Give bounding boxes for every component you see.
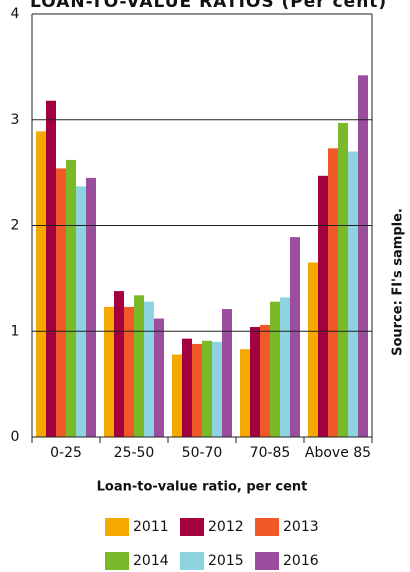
y-tick-label: 2 [11, 218, 20, 234]
x-tick-label: 50-70 [182, 445, 223, 461]
bar [154, 318, 164, 437]
bar [202, 340, 212, 437]
bar [240, 349, 250, 437]
bar [338, 122, 348, 438]
bar [318, 175, 328, 438]
y-tick-label: 1 [11, 323, 20, 339]
bar [182, 338, 192, 437]
legend-label: 2015 [208, 553, 244, 569]
x-axis-label: Loan-to-value ratio, per cent [97, 480, 308, 495]
bar [172, 354, 182, 437]
bar [222, 309, 232, 437]
legend-label: 2016 [283, 553, 319, 569]
legend-swatch [255, 518, 279, 536]
bar [308, 262, 318, 437]
legend-label: 2014 [133, 553, 169, 569]
x-tick-label: Above 85 [305, 445, 371, 461]
legend-swatch [180, 518, 204, 536]
legend-label: 2013 [283, 519, 319, 535]
chart-title: LOAN-TO-VALUE RATIOS (Per cent) [30, 0, 387, 12]
bar [114, 291, 124, 437]
legend-swatch [105, 552, 129, 570]
y-tick-label: 0 [11, 429, 20, 445]
bar [144, 301, 154, 437]
bar [86, 177, 96, 437]
bar [358, 75, 368, 438]
bar [280, 297, 290, 437]
bar [192, 343, 202, 437]
bar [76, 186, 86, 437]
bar [270, 301, 280, 437]
legend-label: 2011 [133, 519, 169, 535]
bar [124, 306, 134, 437]
bar [290, 237, 300, 437]
bar [104, 306, 114, 437]
legend-swatch [255, 552, 279, 570]
y-tick-label: 3 [11, 112, 20, 128]
legend-label: 2012 [208, 519, 244, 535]
bar [250, 327, 260, 437]
bar [328, 148, 338, 438]
x-tick-label: 25-50 [114, 445, 155, 461]
y-tick-label: 4 [11, 6, 20, 22]
bar [56, 168, 66, 437]
legend-swatch [105, 518, 129, 536]
bar [46, 100, 56, 437]
bar [66, 159, 76, 437]
bar [36, 131, 46, 437]
bar [348, 151, 358, 437]
x-tick-label: 70-85 [250, 445, 291, 461]
source-note: Source: FI's sample. [391, 208, 406, 356]
x-tick-label: 0-25 [50, 445, 82, 461]
bar [212, 341, 222, 437]
bar [134, 295, 144, 437]
bar [260, 324, 270, 437]
legend-swatch [180, 552, 204, 570]
